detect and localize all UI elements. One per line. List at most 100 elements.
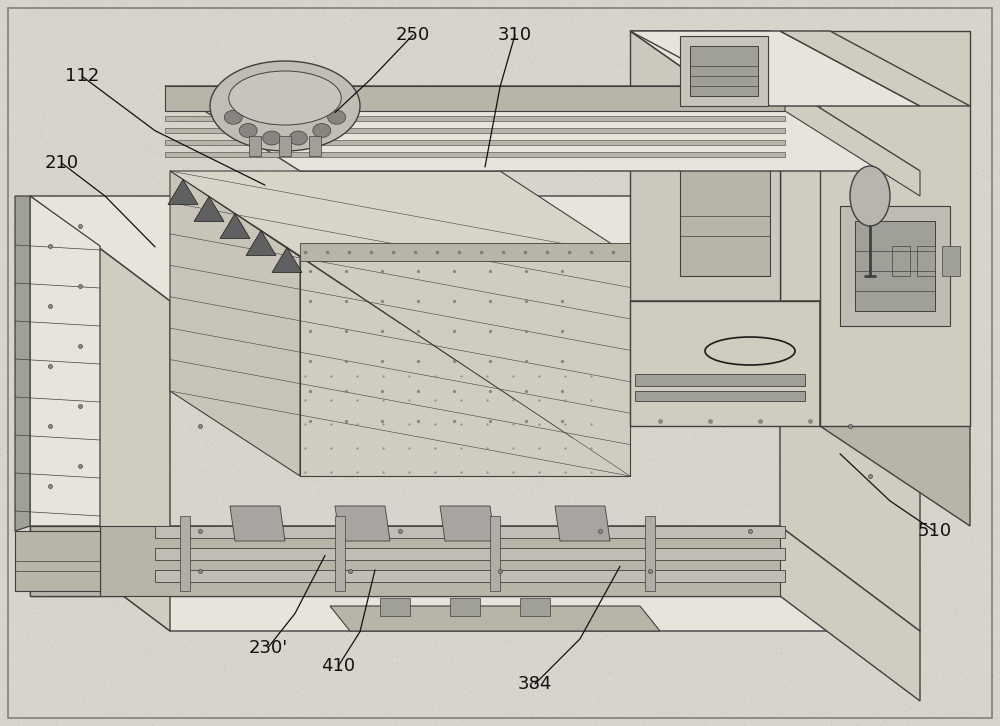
Point (14, 592, 30, 603)
Point (200, 52, 216, 63)
Point (534, 171, 550, 183)
Point (826, 311, 842, 323)
Point (240, 571, 256, 583)
Point (92, 676, 108, 688)
Point (351, 75, 367, 86)
Point (374, 237, 390, 248)
Point (380, 616, 396, 627)
Point (499, 536, 515, 547)
Point (537, 50, 553, 62)
Point (94, 266, 110, 277)
Point (178, 250, 194, 262)
Point (451, 335, 467, 346)
Point (333, 71, 349, 83)
Point (343, 70, 359, 81)
Point (30, 74, 46, 86)
Point (481, 127, 497, 139)
Point (242, 421, 258, 433)
Point (225, 588, 241, 600)
Point (190, 543, 206, 555)
Point (251, 309, 267, 320)
Point (798, 47, 814, 59)
Point (842, 70, 858, 82)
Point (864, 69, 880, 81)
Point (358, 68, 374, 79)
Point (921, 94, 937, 105)
Point (851, 225, 867, 237)
Point (948, 212, 964, 224)
Point (504, 90, 520, 102)
Point (796, 253, 812, 265)
Point (350, 89, 366, 100)
Point (169, 680, 185, 692)
Point (687, 13, 703, 25)
Point (138, 81, 154, 93)
Point (788, 385, 804, 396)
Point (553, 391, 569, 402)
Point (23, 481, 39, 492)
Point (18, 9, 34, 21)
Point (492, 650, 508, 661)
Point (633, 248, 649, 259)
Point (40, 52, 56, 64)
Point (638, 282, 654, 294)
Point (717, 178, 733, 189)
Point (490, 73, 506, 84)
Point (643, 639, 659, 650)
Point (756, 407, 772, 418)
Point (798, 423, 814, 435)
Point (667, 476, 683, 487)
Point (847, 489, 863, 500)
Point (811, 448, 827, 460)
Point (790, 200, 806, 212)
Point (628, 258, 644, 270)
Point (345, 82, 361, 94)
Point (841, 269, 857, 281)
Point (295, 61, 311, 73)
Point (373, 415, 389, 427)
Point (454, 78, 470, 89)
Point (560, 314, 576, 326)
Point (966, 314, 982, 326)
Point (611, 60, 627, 72)
Point (12, 512, 28, 523)
Point (710, 130, 726, 142)
Point (928, 662, 944, 674)
Point (709, 346, 725, 358)
Point (497, 689, 513, 701)
Point (713, 136, 729, 148)
Point (268, 690, 284, 702)
Point (11, 292, 27, 303)
Point (517, 148, 533, 160)
Point (332, 126, 348, 138)
Point (615, 155, 631, 166)
Point (171, 616, 187, 627)
Point (65, 655, 81, 666)
Point (713, 383, 729, 395)
Point (701, 648, 717, 659)
Point (252, 355, 268, 367)
Point (278, 478, 294, 490)
Point (128, 521, 144, 533)
Point (300, 497, 316, 508)
Point (895, 115, 911, 126)
Point (887, 547, 903, 559)
Point (591, 147, 607, 158)
Point (245, 579, 261, 591)
Point (587, 627, 603, 638)
Point (512, 225, 528, 237)
Point (100, 311, 116, 323)
Point (60, 711, 76, 722)
Point (397, 434, 413, 446)
Point (185, 568, 201, 579)
Point (512, 149, 528, 160)
Point (140, 26, 156, 38)
Point (192, 98, 208, 110)
Point (555, 449, 571, 461)
Point (648, 510, 664, 522)
Point (947, 369, 963, 380)
Point (453, 380, 469, 392)
Point (640, 52, 656, 64)
Point (403, 327, 419, 339)
Point (158, 516, 174, 528)
